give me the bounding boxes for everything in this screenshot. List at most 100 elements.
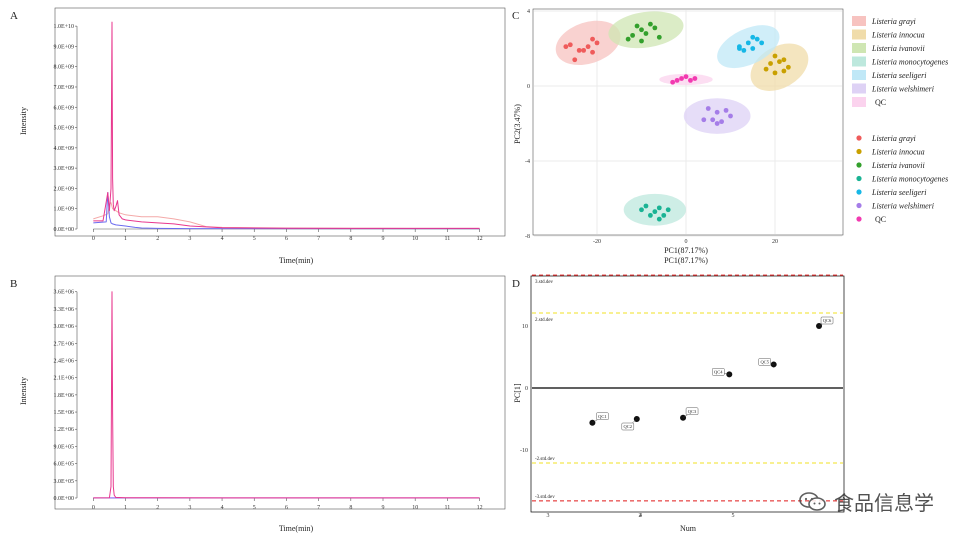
score-point bbox=[643, 203, 649, 209]
score-point bbox=[692, 76, 698, 81]
legend-swatch bbox=[852, 83, 866, 94]
score-point bbox=[688, 77, 693, 83]
x-tick-label: 3 bbox=[188, 236, 191, 242]
x-tick-label: 10 bbox=[412, 236, 418, 242]
x-tick-label: 6 bbox=[285, 505, 288, 511]
x-tick-label: 4 bbox=[221, 236, 224, 242]
x-tick-label: 8 bbox=[349, 236, 352, 242]
score-point bbox=[781, 68, 787, 74]
panel-label-c: C bbox=[512, 10, 519, 22]
legend-marker bbox=[856, 189, 862, 195]
y-tick-label: 9.0E+09 bbox=[53, 44, 74, 50]
score-point bbox=[710, 117, 716, 123]
legend-marker bbox=[856, 162, 862, 168]
qc-tag-box bbox=[596, 412, 609, 420]
score-point bbox=[576, 47, 582, 53]
panel-label-d: D bbox=[512, 278, 520, 290]
wechat-icon bbox=[799, 491, 826, 511]
score-point bbox=[768, 61, 773, 66]
panel-label-a: A bbox=[10, 10, 18, 22]
x-tick-label: 0 bbox=[92, 236, 95, 242]
score-point bbox=[701, 117, 707, 123]
panel-d-frame bbox=[530, 275, 845, 513]
y-tick-label: 2.1E+06 bbox=[53, 376, 74, 382]
x-tick-label: 2 bbox=[156, 505, 159, 511]
y-tick-label: 3.6E+06 bbox=[53, 290, 74, 296]
panel-b-ylabel: Intensity bbox=[19, 377, 28, 405]
watermark: 食品信息学 bbox=[798, 487, 934, 516]
qc-tag-box bbox=[621, 422, 634, 431]
legend-marker bbox=[856, 148, 862, 155]
score-point bbox=[674, 77, 680, 83]
confidence-ellipse bbox=[683, 98, 751, 134]
x-tick-label: 12 bbox=[477, 505, 483, 511]
score-point bbox=[759, 40, 765, 46]
series-line-trace-magenta bbox=[93, 291, 480, 499]
legend-marker bbox=[856, 175, 862, 182]
qc-tag-label: QC6 bbox=[823, 318, 832, 323]
x-tick-label: 2 bbox=[639, 513, 642, 519]
legend-marker bbox=[856, 216, 862, 222]
panel-a-frame bbox=[54, 7, 506, 237]
y-tick-label: 3.0E+06 bbox=[53, 324, 74, 330]
score-point bbox=[714, 121, 720, 126]
qc-tag-label: QC2 bbox=[624, 424, 633, 429]
score-point bbox=[643, 31, 649, 36]
legend-swatch bbox=[852, 16, 866, 26]
legend-label: Listeria seeligeri bbox=[871, 188, 926, 197]
score-point bbox=[581, 47, 587, 53]
y-tick-label: 10 bbox=[522, 324, 528, 330]
panel-b-chromatogram: 0 1 2 3 4 5 6 7 8 9 10 11 120.0E+003.0E+056.0E+059.0… bbox=[19, 275, 506, 533]
legend-swatch bbox=[852, 43, 866, 53]
score-point bbox=[754, 36, 760, 42]
x-tick-label: -20 bbox=[593, 239, 601, 245]
panel-label-b: B bbox=[10, 278, 17, 290]
y-tick-label: 0 bbox=[527, 84, 530, 90]
legend-swatch bbox=[852, 70, 866, 80]
score-point bbox=[648, 212, 653, 218]
x-tick-label: 9 bbox=[382, 505, 385, 511]
x-tick-label: 5 bbox=[253, 505, 256, 511]
score-point bbox=[590, 36, 595, 42]
x-tick-label: 11 bbox=[444, 236, 450, 242]
legend-label: Listeria innocua bbox=[871, 148, 925, 157]
legend-label: Listeria monocytogenes bbox=[871, 58, 948, 67]
y-tick-label: 2.0E+09 bbox=[53, 186, 74, 192]
score-point bbox=[634, 23, 640, 29]
score-point bbox=[656, 216, 662, 222]
control-line-label: -2.std.dev bbox=[535, 457, 555, 462]
score-point bbox=[652, 209, 658, 215]
x-tick-label: 5 bbox=[732, 513, 735, 519]
score-point bbox=[705, 106, 711, 111]
legend-swatch bbox=[852, 97, 866, 107]
x-tick-label: 11 bbox=[444, 505, 450, 511]
y-tick-label: 5.0E+09 bbox=[53, 126, 74, 132]
x-tick-label: 12 bbox=[477, 236, 483, 242]
x-tick-label: 3 bbox=[188, 505, 191, 511]
x-tick-label: 9 bbox=[382, 236, 385, 242]
y-tick-label: 1.0E+09 bbox=[53, 207, 74, 213]
qc-tag-box bbox=[820, 316, 834, 325]
y-tick-label: 0 bbox=[525, 386, 528, 392]
y-tick-label: 4 bbox=[527, 9, 530, 15]
score-point bbox=[683, 74, 689, 80]
score-point bbox=[772, 70, 778, 76]
panel-b-xlabel: Time(min) bbox=[279, 524, 314, 533]
x-tick-label: 1 bbox=[124, 236, 127, 242]
score-point bbox=[670, 79, 676, 85]
qc-tag-box bbox=[685, 407, 699, 415]
panel-c-xlabel: PC1(87.17%) bbox=[664, 256, 708, 265]
score-point bbox=[656, 34, 662, 40]
x-tick-label: 4 bbox=[221, 505, 224, 511]
x-tick-label: 6 bbox=[285, 236, 288, 242]
y-tick-label: 8.0E+09 bbox=[53, 65, 74, 71]
legend-label: Listeria welshimeri bbox=[871, 85, 934, 94]
legend-label: Listeria ivanovii bbox=[871, 44, 925, 53]
x-tick-label: 0 bbox=[92, 505, 95, 511]
panel-a-plot: 0 1 2 3 4 5 6 7 8 9 10 11 120.0E+001.0E+092.0E+093.0… bbox=[53, 21, 483, 242]
legend-label: QC bbox=[875, 98, 886, 107]
qc-tag-label: QC5 bbox=[760, 360, 769, 365]
y-tick-label: 3.0E+05 bbox=[53, 479, 74, 485]
legend-marker bbox=[856, 135, 862, 141]
